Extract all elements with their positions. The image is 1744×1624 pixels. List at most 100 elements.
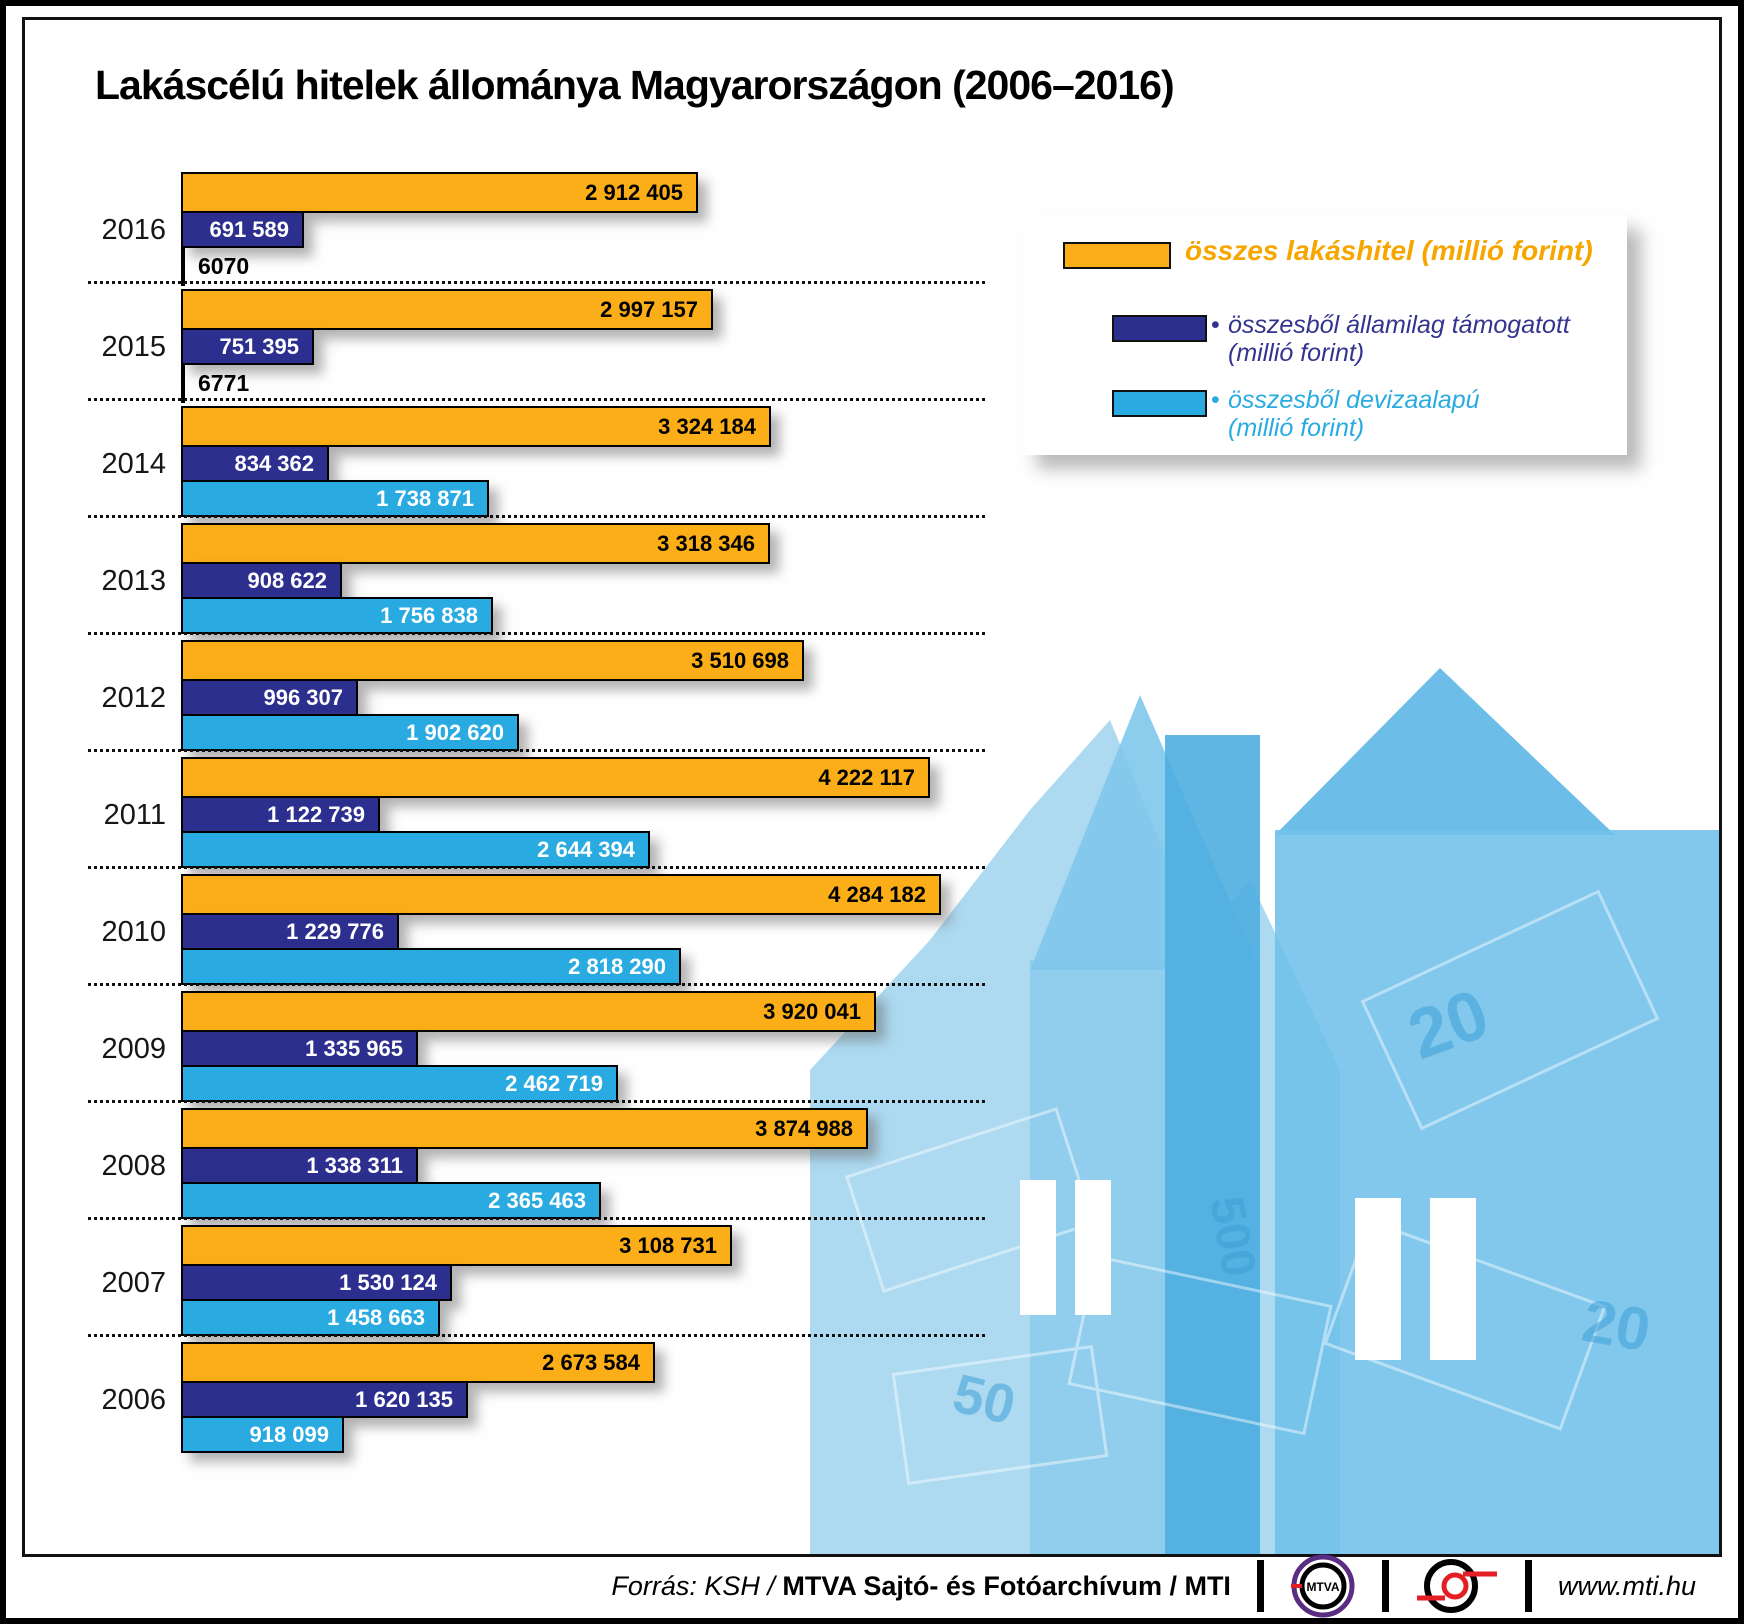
legend-label-state-line1: összesből államilag támogatott bbox=[1228, 311, 1570, 339]
separator-line bbox=[88, 281, 985, 284]
bar-value-state-2006: 1 620 135 bbox=[355, 1386, 453, 1412]
separator-line bbox=[88, 398, 985, 401]
legend-box: összes lakáshitel (millió forint) • össz… bbox=[1023, 215, 1627, 455]
year-group-2014: 2014 3 324 184 834 362 1 738 871 bbox=[88, 398, 985, 523]
footer: Forrás: KSH / MTVA Sajtó- és Fotóarchívu… bbox=[0, 1554, 1744, 1618]
bar-fx-2014: 1 738 871 bbox=[181, 480, 489, 517]
bar-value-total-2012: 3 510 698 bbox=[691, 647, 789, 673]
bar-state-2016: 691 589 bbox=[181, 211, 304, 248]
source-prefix: Forrás: KSH / bbox=[611, 1570, 783, 1601]
bar-value-total-2006: 2 673 584 bbox=[542, 1349, 640, 1375]
bar-fx-2007: 1 458 663 bbox=[181, 1299, 440, 1336]
bar-total-2015: 2 997 157 bbox=[181, 289, 713, 330]
bar-value-fx-2013: 1 756 838 bbox=[380, 602, 478, 628]
separator-line bbox=[88, 983, 985, 986]
bar-total-2009: 3 920 041 bbox=[181, 991, 876, 1032]
year-group-2012: 2012 3 510 698 996 307 1 902 620 bbox=[88, 632, 985, 757]
bar-value-fx-2010: 2 818 290 bbox=[568, 953, 666, 979]
svg-text:50: 50 bbox=[947, 1361, 1021, 1436]
bar-value-state-2014: 834 362 bbox=[234, 450, 314, 476]
legend-bullet-state: • bbox=[1211, 311, 1220, 339]
year-label-2010: 2010 bbox=[101, 916, 166, 948]
year-group-2006: 2006 2 673 584 1 620 135 918 099 bbox=[88, 1334, 985, 1459]
bar-total-2007: 3 108 731 bbox=[181, 1225, 732, 1266]
bar-value-state-2007: 1 530 124 bbox=[339, 1269, 437, 1295]
bar-state-2008: 1 338 311 bbox=[181, 1147, 418, 1184]
bar-fx-2012: 1 902 620 bbox=[181, 714, 519, 751]
legend-label-fx-line1: összesből devizaalapú bbox=[1228, 386, 1480, 414]
separator-line bbox=[88, 632, 985, 635]
year-label-2014: 2014 bbox=[101, 448, 166, 480]
bar-value-total-2011: 4 222 117 bbox=[818, 764, 915, 790]
year-label-2012: 2012 bbox=[101, 682, 166, 714]
legend-label-total: összes lakáshitel (millió forint) bbox=[1185, 235, 1593, 266]
separator-line bbox=[88, 1100, 985, 1103]
collage-graphic: 20 50 20 500 bbox=[810, 668, 1722, 1556]
year-group-2016: 2016 2 912 405 691 589 6070 bbox=[101, 172, 941, 289]
bar-value-fx-2008: 2 365 463 bbox=[488, 1187, 586, 1213]
bar-total-2010: 4 284 182 bbox=[181, 874, 941, 915]
bar-value-total-2013: 3 318 346 bbox=[657, 530, 755, 556]
legend-swatch-total bbox=[1063, 242, 1171, 269]
bar-fx-tick-2015 bbox=[181, 363, 185, 403]
year-group-2009: 2009 3 920 041 1 335 965 2 462 719 bbox=[88, 983, 985, 1108]
bar-state-2011: 1 122 739 bbox=[181, 796, 380, 833]
footer-divider bbox=[1381, 1560, 1389, 1612]
bar-total-2013: 3 318 346 bbox=[181, 523, 770, 564]
year-label-2015: 2015 bbox=[101, 331, 166, 363]
bar-value-total-2008: 3 874 988 bbox=[755, 1115, 853, 1141]
bar-state-2009: 1 335 965 bbox=[181, 1030, 418, 1067]
year-group-2011: 2011 4 222 117 1 122 739 2 644 394 bbox=[88, 749, 985, 874]
bar-value-fx-2007: 1 458 663 bbox=[327, 1304, 425, 1330]
bar-fx-2013: 1 756 838 bbox=[181, 597, 493, 634]
bar-value-state-2010: 1 229 776 bbox=[286, 918, 384, 944]
footer-divider bbox=[1524, 1560, 1532, 1612]
mti-logo-icon bbox=[1416, 1559, 1497, 1613]
legend-label-fx: összesből devizaalapú (millió forint) bbox=[1228, 386, 1480, 442]
legend-bullet-fx: • bbox=[1211, 386, 1220, 414]
bar-value-total-2010: 4 284 182 bbox=[828, 881, 926, 907]
page-title: Lakáscélú hitelek állománya Magyarország… bbox=[95, 62, 1175, 108]
legend-swatch-fx bbox=[1112, 390, 1207, 417]
legend-label-state: összesből államilag támogatott (millió f… bbox=[1228, 311, 1570, 367]
bar-value-fx-2012: 1 902 620 bbox=[406, 719, 504, 745]
separator-line bbox=[88, 1334, 985, 1337]
separator-line bbox=[88, 515, 985, 518]
year-group-2010: 2010 4 284 182 1 229 776 2 818 290 bbox=[88, 866, 985, 991]
bar-value-state-2009: 1 335 965 bbox=[305, 1035, 403, 1061]
bar-value-state-2011: 1 122 739 bbox=[267, 801, 365, 827]
bar-value-fx-2011: 2 644 394 bbox=[537, 836, 635, 862]
year-label-2006: 2006 bbox=[101, 1384, 166, 1416]
year-group-2007: 2007 3 108 731 1 530 124 1 458 663 bbox=[88, 1217, 985, 1342]
bar-state-2012: 996 307 bbox=[181, 679, 358, 716]
year-label-2007: 2007 bbox=[101, 1267, 166, 1299]
bar-value-state-2016: 691 589 bbox=[209, 216, 289, 242]
year-group-2015: 2015 2 997 157 751 395 6771 bbox=[88, 281, 985, 406]
bar-state-2007: 1 530 124 bbox=[181, 1264, 452, 1301]
year-group-2008: 2008 3 874 988 1 338 311 2 365 463 bbox=[88, 1100, 985, 1225]
legend-label-state-line2: (millió forint) bbox=[1228, 339, 1365, 367]
bar-value-state-2012: 996 307 bbox=[263, 684, 343, 710]
bar-state-2010: 1 229 776 bbox=[181, 913, 399, 950]
bar-value-total-2016: 2 912 405 bbox=[585, 179, 683, 205]
year-label-2013: 2013 bbox=[101, 565, 166, 597]
bar-value-fx-2009: 2 462 719 bbox=[505, 1070, 603, 1096]
bar-state-2015: 751 395 bbox=[181, 328, 314, 365]
svg-text:MTVA: MTVA bbox=[1306, 1580, 1339, 1594]
year-label-2008: 2008 bbox=[101, 1150, 166, 1182]
bar-state-2006: 1 620 135 bbox=[181, 1381, 468, 1418]
year-label-2016: 2016 bbox=[101, 214, 166, 246]
bar-value-state-2013: 908 622 bbox=[247, 567, 327, 593]
banknote-house-collage: 20 50 20 500 bbox=[780, 640, 1722, 1556]
separator-line bbox=[88, 866, 985, 869]
bar-state-2014: 834 362 bbox=[181, 445, 329, 482]
year-label-2011: 2011 bbox=[103, 799, 166, 831]
bar-total-2011: 4 222 117 bbox=[181, 757, 930, 798]
svg-text:20: 20 bbox=[1578, 1287, 1655, 1365]
bar-total-2006: 2 673 584 bbox=[181, 1342, 655, 1383]
year-label-2009: 2009 bbox=[101, 1033, 166, 1065]
bar-total-2014: 3 324 184 bbox=[181, 406, 771, 447]
bar-value-total-2014: 3 324 184 bbox=[658, 413, 756, 439]
source-text: Forrás: KSH / MTVA Sajtó- és Fotóarchívu… bbox=[611, 1571, 1231, 1602]
bar-total-2012: 3 510 698 bbox=[181, 640, 804, 681]
